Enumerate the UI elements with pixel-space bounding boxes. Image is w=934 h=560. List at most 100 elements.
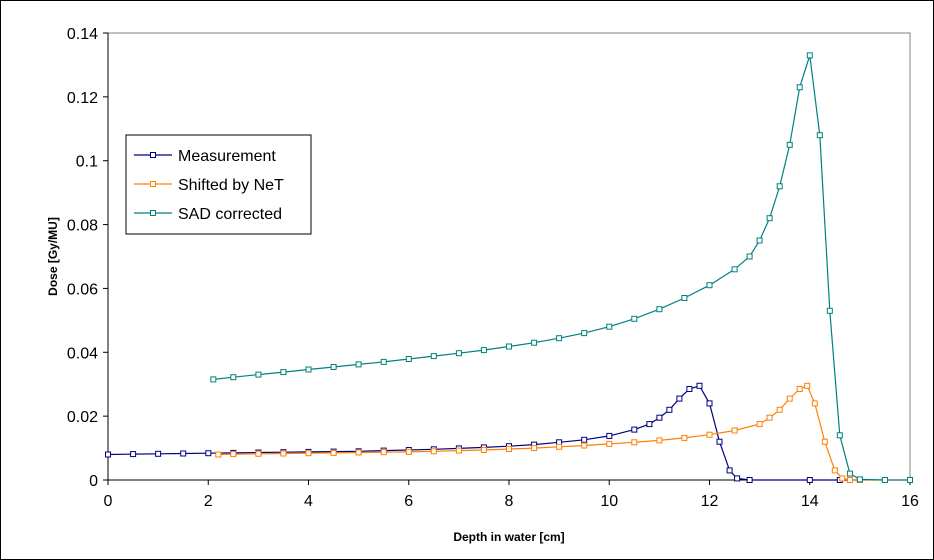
data-point-measurement-3: [180, 450, 187, 457]
data-point-measurement-24: [666, 406, 673, 413]
data-point-sad-corrected-25: [776, 183, 783, 190]
data-point-sad-corrected-12: [506, 343, 512, 350]
y-axis-title: Dose [Gy/MU]: [46, 217, 60, 296]
series-line-shifted-by-net: [218, 385, 910, 481]
data-point-shifted-by-net-28: [811, 400, 818, 407]
data-point-shifted-by-net-16: [606, 440, 613, 447]
data-point-sad-corrected-4: [305, 366, 312, 373]
data-point-shifted-by-net-30: [831, 467, 838, 474]
data-point-sad-corrected-16: [606, 323, 613, 330]
data-point-sad-corrected-21: [731, 266, 738, 273]
data-point-shifted-by-net-11: [480, 447, 487, 453]
x-tick-label-6: 12: [701, 493, 719, 510]
axes: 0 0.02 0.04 0.06 0.08 0.1 0.12 0.14 0 2 4 6 8 10 12 14 1…: [67, 26, 919, 510]
legend: Measurement Shifted by NeT SAD corrected: [125, 134, 312, 235]
data-point-measurement-32: [746, 477, 753, 483]
data-point-sad-corrected-2: [255, 371, 262, 378]
data-point-sad-corrected-34: [881, 477, 888, 483]
y-tick-label-3: 0.06: [67, 281, 98, 298]
data-point-shifted-by-net-7: [380, 449, 387, 456]
x-tick-label-0: 0: [104, 493, 113, 510]
data-point-measurement-2: [155, 450, 162, 457]
data-point-sad-corrected-35: [907, 477, 913, 483]
data-point-sad-corrected-23: [756, 237, 763, 244]
data-point-shifted-by-net-29: [821, 438, 828, 445]
y-tick-label-1: 0.02: [67, 409, 98, 426]
data-point-measurement-23: [656, 414, 663, 421]
data-point-shifted-by-net-4: [305, 450, 312, 457]
data-point-shifted-by-net-32: [846, 477, 853, 483]
data-point-measurement-28: [706, 400, 713, 407]
data-point-shifted-by-net-24: [776, 406, 783, 413]
data-point-sad-corrected-10: [455, 350, 462, 357]
data-point-sad-corrected-3: [280, 369, 287, 376]
x-axis-title: Depth in water [cm]: [453, 530, 564, 544]
data-point-shifted-by-net-0: [215, 451, 222, 458]
data-point-sad-corrected-19: [681, 295, 688, 301]
data-point-shifted-by-net-13: [531, 445, 538, 452]
data-point-sad-corrected-17: [631, 315, 638, 322]
data-point-shifted-by-net-19: [681, 434, 688, 441]
plot-area: [107, 32, 911, 481]
data-point-measurement-21: [631, 426, 638, 433]
y-tick-label-4: 0.08: [67, 218, 98, 235]
series-line-measurement: [107, 385, 860, 481]
data-point-sad-corrected-22: [746, 253, 753, 260]
data-point-sad-corrected-9: [430, 353, 437, 360]
y-tick-label-5: 0.1: [76, 154, 98, 171]
data-point-sad-corrected-6: [355, 361, 362, 368]
data-point-sad-corrected-30: [826, 307, 833, 314]
data-point-shifted-by-net-14: [556, 443, 563, 450]
data-point-measurement-19: [581, 436, 588, 443]
data-point-measurement-1: [130, 451, 137, 458]
data-point-sad-corrected-32: [846, 470, 853, 477]
y-tick-label-6: 0.12: [67, 90, 98, 107]
data-point-sad-corrected-33: [856, 476, 863, 483]
series-shifted-by-net: [215, 382, 913, 483]
data-point-sad-corrected-28: [806, 52, 813, 59]
x-tick-label-3: 6: [404, 493, 413, 510]
series-layer: [105, 52, 913, 483]
data-point-sad-corrected-11: [480, 347, 487, 354]
legend-marker-measurement: [150, 152, 156, 158]
data-point-measurement-25: [676, 395, 683, 402]
data-point-measurement-26: [686, 386, 693, 392]
data-point-sad-corrected-24: [766, 215, 773, 222]
data-point-sad-corrected-7: [380, 358, 387, 365]
data-point-shifted-by-net-31: [839, 475, 846, 482]
legend-marker-sad-corrected: [150, 210, 156, 216]
y-tick-label-7: 0.14: [67, 26, 98, 43]
data-point-shifted-by-net-18: [656, 437, 663, 444]
x-tick-label-4: 8: [505, 493, 514, 510]
data-point-shifted-by-net-17: [631, 439, 638, 446]
x-tick-label-7: 14: [801, 493, 819, 510]
data-point-shifted-by-net-1: [230, 451, 237, 458]
data-point-shifted-by-net-2: [255, 450, 262, 457]
data-point-sad-corrected-5: [330, 364, 337, 370]
data-point-shifted-by-net-23: [766, 414, 773, 421]
data-point-sad-corrected-29: [816, 132, 823, 139]
data-point-measurement-33: [806, 477, 813, 483]
data-point-sad-corrected-13: [531, 339, 538, 346]
data-point-shifted-by-net-5: [330, 449, 337, 456]
data-point-sad-corrected-8: [405, 356, 412, 362]
data-point-sad-corrected-31: [836, 432, 843, 439]
data-point-shifted-by-net-12: [506, 446, 512, 452]
data-point-sad-corrected-26: [786, 141, 793, 148]
data-point-measurement-0: [105, 451, 111, 458]
x-tick-label-5: 10: [600, 493, 618, 510]
data-point-measurement-4: [205, 450, 212, 457]
data-point-sad-corrected-15: [581, 330, 588, 337]
x-tick-label-2: 4: [304, 493, 313, 510]
data-point-shifted-by-net-22: [756, 421, 763, 428]
data-point-measurement-27: [696, 382, 703, 389]
data-point-measurement-22: [646, 421, 653, 428]
legend-marker-shifted-by-net: [150, 181, 156, 187]
data-point-shifted-by-net-10: [455, 447, 462, 454]
data-point-measurement-29: [716, 438, 723, 445]
data-point-sad-corrected-20: [706, 282, 713, 289]
data-point-sad-corrected-1: [230, 374, 237, 381]
data-point-shifted-by-net-15: [581, 442, 588, 449]
data-point-shifted-by-net-20: [706, 431, 713, 438]
data-point-shifted-by-net-9: [430, 448, 437, 455]
